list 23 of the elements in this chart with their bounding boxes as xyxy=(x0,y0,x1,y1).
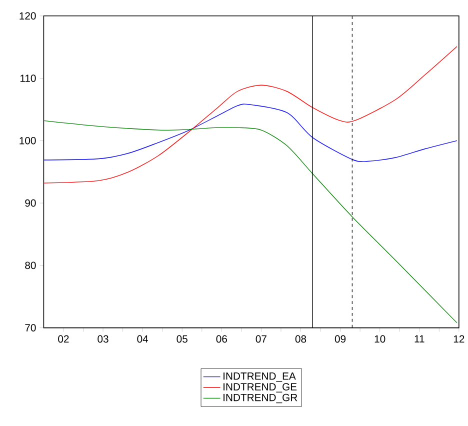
x-tick-label: 10 xyxy=(374,335,386,343)
line-series xyxy=(44,104,458,162)
y-tick-label: 80 xyxy=(25,262,36,270)
y-tick-label: 110 xyxy=(20,74,36,82)
x-tick-label: 12 xyxy=(454,335,464,342)
legend-label: INDTREND_EA xyxy=(224,372,296,382)
x-tick-label: 07 xyxy=(256,335,266,343)
y-tick-label: 70 xyxy=(25,324,36,332)
x-tick-label: 02 xyxy=(58,335,69,343)
x-tick-label: 09 xyxy=(334,335,346,343)
y-tick-label: 90 xyxy=(25,199,36,207)
y-tick-label: 100 xyxy=(20,136,36,144)
x-tick-label: 03 xyxy=(98,335,108,343)
x-tick-label: 05 xyxy=(176,335,188,343)
line-series xyxy=(44,120,458,324)
legend-label: INDTREND_GE xyxy=(224,383,297,392)
y-tick-label: 120 xyxy=(20,12,36,20)
x-tick-label: 08 xyxy=(295,335,306,343)
legend-label: INDTREND_GR xyxy=(224,394,298,404)
x-tick-label: 11 xyxy=(414,335,424,342)
x-tick-label: 06 xyxy=(216,335,227,343)
x-tick-label: 04 xyxy=(137,335,148,343)
line-series xyxy=(44,46,458,184)
